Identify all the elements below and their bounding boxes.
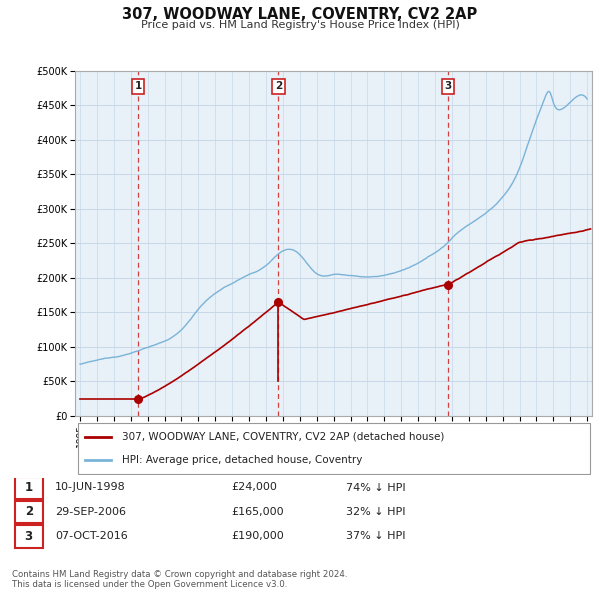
Text: Price paid vs. HM Land Registry's House Price Index (HPI): Price paid vs. HM Land Registry's House … bbox=[140, 20, 460, 30]
Text: 3: 3 bbox=[445, 81, 452, 91]
Text: £165,000: £165,000 bbox=[231, 507, 284, 517]
Text: HPI: Average price, detached house, Coventry: HPI: Average price, detached house, Cove… bbox=[122, 455, 362, 465]
Text: 37% ↓ HPI: 37% ↓ HPI bbox=[346, 531, 406, 541]
Text: 74% ↓ HPI: 74% ↓ HPI bbox=[346, 483, 406, 493]
Text: 29-SEP-2006: 29-SEP-2006 bbox=[55, 507, 126, 517]
FancyBboxPatch shape bbox=[15, 501, 43, 523]
Text: 1: 1 bbox=[134, 81, 142, 91]
Text: 32% ↓ HPI: 32% ↓ HPI bbox=[346, 507, 406, 517]
Text: 307, WOODWAY LANE, COVENTRY, CV2 2AP (detached house): 307, WOODWAY LANE, COVENTRY, CV2 2AP (de… bbox=[122, 432, 444, 442]
FancyBboxPatch shape bbox=[15, 477, 43, 499]
Text: £190,000: £190,000 bbox=[231, 531, 284, 541]
Text: 307, WOODWAY LANE, COVENTRY, CV2 2AP: 307, WOODWAY LANE, COVENTRY, CV2 2AP bbox=[122, 7, 478, 22]
Text: 1: 1 bbox=[25, 481, 33, 494]
Text: 10-JUN-1998: 10-JUN-1998 bbox=[55, 483, 126, 493]
Text: 2: 2 bbox=[25, 505, 33, 519]
FancyBboxPatch shape bbox=[77, 423, 590, 474]
Text: 07-OCT-2016: 07-OCT-2016 bbox=[55, 531, 128, 541]
Text: 2: 2 bbox=[275, 81, 282, 91]
Text: 3: 3 bbox=[25, 530, 33, 543]
Text: Contains HM Land Registry data © Crown copyright and database right 2024.
This d: Contains HM Land Registry data © Crown c… bbox=[12, 570, 347, 589]
FancyBboxPatch shape bbox=[15, 526, 43, 548]
Text: £24,000: £24,000 bbox=[231, 483, 277, 493]
